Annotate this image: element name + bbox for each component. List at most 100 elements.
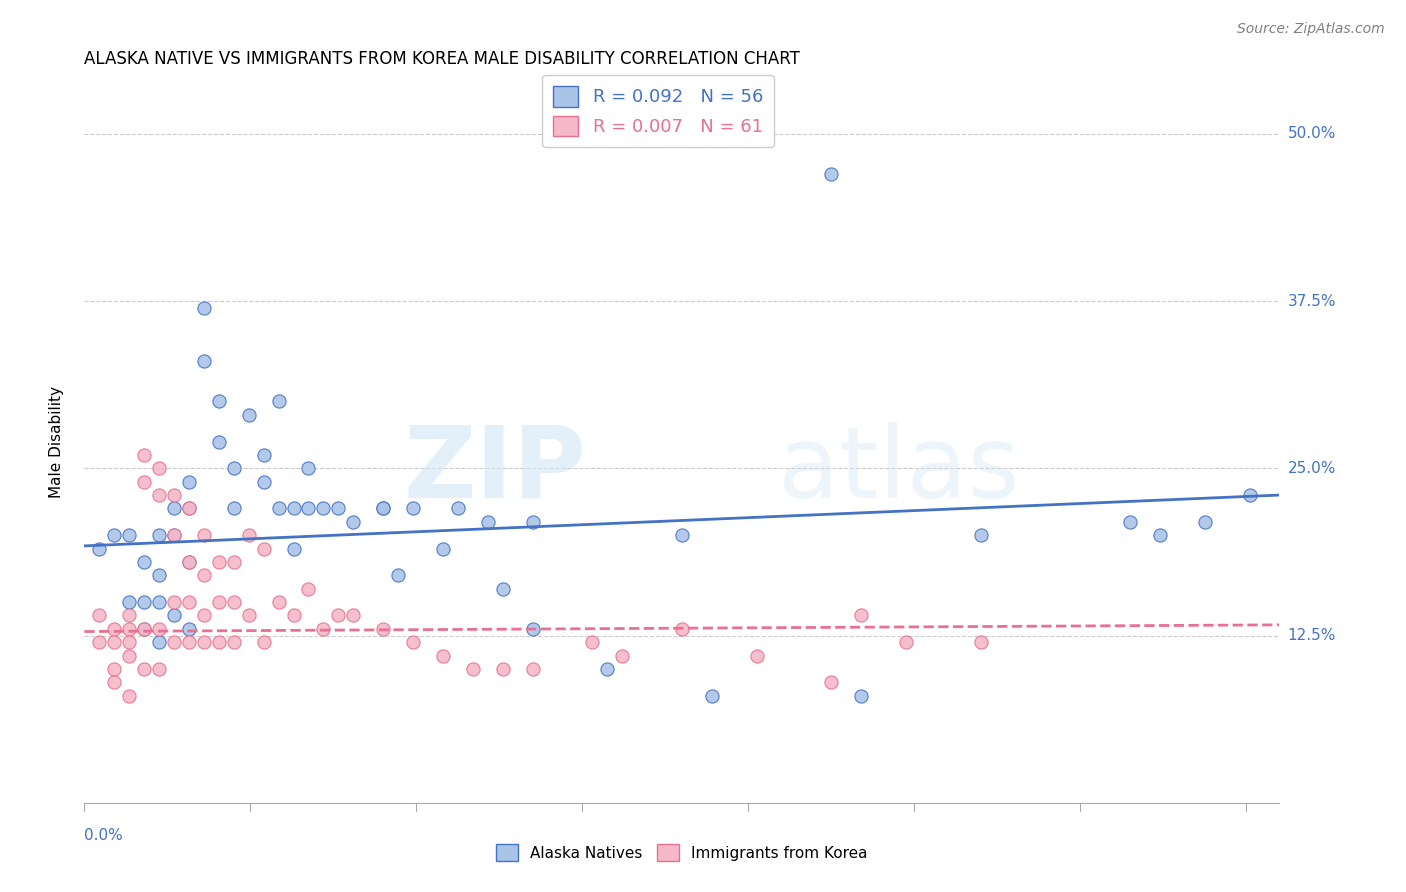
Point	[238, 408, 260, 422]
Point	[163, 528, 186, 542]
Point	[177, 475, 200, 489]
Point	[492, 582, 515, 596]
Point	[342, 608, 364, 623]
Point	[103, 528, 125, 542]
Point	[222, 461, 245, 475]
Point	[103, 635, 125, 649]
Point	[283, 608, 305, 623]
Point	[1119, 515, 1142, 529]
Point	[148, 595, 170, 609]
Point	[894, 635, 917, 649]
Point	[132, 448, 156, 462]
Point	[238, 608, 260, 623]
Text: 37.5%: 37.5%	[1288, 293, 1336, 309]
Point	[745, 648, 768, 663]
Point	[177, 501, 200, 516]
Point	[312, 501, 335, 516]
Point	[820, 167, 842, 181]
Point	[253, 635, 276, 649]
Point	[492, 662, 515, 676]
Point	[118, 689, 141, 703]
Point	[177, 555, 200, 569]
Point	[208, 394, 231, 409]
Point	[177, 635, 200, 649]
Point	[267, 394, 290, 409]
Point	[148, 622, 170, 636]
Point	[118, 595, 141, 609]
Point	[1149, 528, 1171, 542]
Point	[208, 434, 231, 449]
Point	[477, 515, 499, 529]
Point	[581, 635, 603, 649]
Point	[163, 528, 186, 542]
Point	[447, 501, 470, 516]
Point	[283, 541, 305, 556]
Point	[193, 528, 215, 542]
Point	[432, 648, 454, 663]
Point	[177, 595, 200, 609]
Point	[148, 528, 170, 542]
Point	[1194, 515, 1216, 529]
Text: 0.0%: 0.0%	[84, 828, 124, 843]
Point	[851, 689, 873, 703]
Point	[208, 635, 231, 649]
Point	[163, 635, 186, 649]
Point	[148, 635, 170, 649]
Point	[89, 541, 111, 556]
Point	[208, 595, 231, 609]
Point	[148, 461, 170, 475]
Point	[193, 568, 215, 582]
Point	[103, 675, 125, 690]
Point	[163, 488, 186, 502]
Point	[103, 622, 125, 636]
Point	[461, 662, 484, 676]
Legend: Alaska Natives, Immigrants from Korea: Alaska Natives, Immigrants from Korea	[491, 838, 873, 867]
Point	[222, 501, 245, 516]
Point	[387, 568, 409, 582]
Point	[700, 689, 723, 703]
Point	[297, 582, 319, 596]
Point	[132, 555, 156, 569]
Point	[373, 622, 395, 636]
Point	[253, 448, 276, 462]
Point	[596, 662, 619, 676]
Text: 25.0%: 25.0%	[1288, 461, 1336, 475]
Point	[118, 635, 141, 649]
Text: ZIP: ZIP	[404, 422, 586, 519]
Point	[342, 515, 364, 529]
Point	[671, 528, 693, 542]
Point	[328, 608, 350, 623]
Point	[402, 501, 425, 516]
Point	[328, 501, 350, 516]
Point	[238, 528, 260, 542]
Point	[89, 608, 111, 623]
Point	[820, 675, 842, 690]
Point	[118, 608, 141, 623]
Point	[522, 515, 544, 529]
Point	[193, 301, 215, 315]
Point	[522, 662, 544, 676]
Point	[177, 501, 200, 516]
Point	[193, 608, 215, 623]
Point	[402, 635, 425, 649]
Point	[163, 595, 186, 609]
Point	[163, 501, 186, 516]
Text: ALASKA NATIVE VS IMMIGRANTS FROM KOREA MALE DISABILITY CORRELATION CHART: ALASKA NATIVE VS IMMIGRANTS FROM KOREA M…	[84, 50, 800, 68]
Point	[1239, 488, 1261, 502]
Point	[208, 555, 231, 569]
Point	[148, 662, 170, 676]
Point	[222, 635, 245, 649]
Point	[970, 528, 993, 542]
Point	[163, 608, 186, 623]
Point	[148, 568, 170, 582]
Point	[373, 501, 395, 516]
Point	[132, 595, 156, 609]
Point	[671, 622, 693, 636]
Point	[89, 635, 111, 649]
Point	[373, 501, 395, 516]
Point	[103, 662, 125, 676]
Point	[297, 461, 319, 475]
Point	[312, 622, 335, 636]
Point	[118, 622, 141, 636]
Point	[522, 622, 544, 636]
